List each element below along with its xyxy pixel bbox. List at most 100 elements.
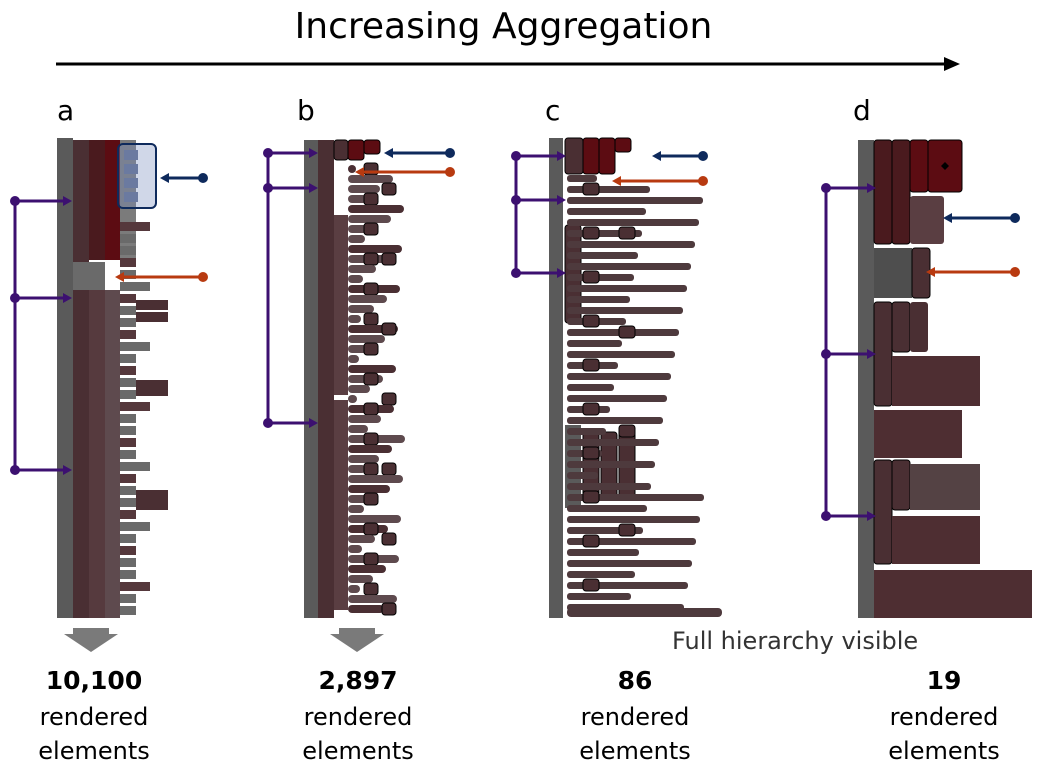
panel-c-leaf xyxy=(567,384,614,391)
panel-c-leaf xyxy=(567,516,700,523)
panel-a-leaf xyxy=(120,594,136,603)
panel-c-leaf xyxy=(567,494,704,501)
panel-c-leaf xyxy=(567,483,651,490)
panel-c-leaf xyxy=(567,472,598,479)
panel-a-leaf xyxy=(120,450,136,459)
panel-a-leaf xyxy=(120,474,136,483)
panel-a-leaf xyxy=(120,498,136,507)
panel-d-navy-pointer-head xyxy=(943,213,952,223)
panel-c-node xyxy=(582,402,600,416)
panel-b-node xyxy=(363,222,379,236)
panel-b-block xyxy=(334,400,348,610)
panel-c-tree xyxy=(549,137,722,618)
panel-c-node xyxy=(618,523,636,537)
panel-b-node xyxy=(381,322,397,336)
panel-b-root-column xyxy=(304,140,318,618)
panel-b-node xyxy=(363,432,379,446)
panel-a-leaf xyxy=(120,306,136,315)
panel-c-block xyxy=(582,137,600,175)
panel-a-leaf xyxy=(136,490,168,500)
panel-b-node xyxy=(363,192,379,206)
panel-c-leaf xyxy=(567,186,650,193)
panel-b-leaf xyxy=(348,215,391,223)
panel-c-block xyxy=(598,137,616,175)
panel-d-block xyxy=(892,516,980,564)
panel-b-node xyxy=(363,282,379,296)
panel-b-leaf xyxy=(348,355,359,363)
panel-b-leaf xyxy=(348,455,379,463)
panel-b-leaf xyxy=(348,535,375,543)
panel-a-leaf xyxy=(120,462,150,471)
panel-b-node xyxy=(363,342,379,356)
figure-title: Increasing Aggregation xyxy=(294,6,713,47)
panel-d-count: 19 xyxy=(926,666,962,695)
panel-b-bracket-head xyxy=(309,148,318,158)
panel-c-node xyxy=(618,226,636,240)
panel-c-leaf xyxy=(567,461,655,468)
panel-c-leaf xyxy=(567,274,634,281)
panel-b-leaf xyxy=(348,275,363,283)
panel-a-selected-leaf xyxy=(124,178,138,188)
panel-c-description: rendered elements xyxy=(579,703,691,765)
panel-b-leaf xyxy=(348,545,362,553)
panel-c-leaf xyxy=(567,417,663,424)
panel-a-block xyxy=(89,262,105,290)
panel-c-block xyxy=(564,137,584,175)
panel-c-bracket-head xyxy=(557,151,566,161)
panel-b-leaf xyxy=(348,415,381,423)
panel-a-leaf xyxy=(120,606,136,615)
panel-c-letter: c xyxy=(545,94,561,127)
panel-a-leaf xyxy=(120,414,136,423)
panel-c-node xyxy=(582,226,600,240)
panel-d-marker xyxy=(941,162,949,170)
panel-d-block xyxy=(910,464,980,510)
panel-b-block xyxy=(347,139,365,161)
panel-c-node xyxy=(582,490,600,504)
panel-a-leaf xyxy=(120,258,136,267)
panel-b-block xyxy=(333,139,349,161)
panel-b-navy-pointer-dot xyxy=(445,148,455,158)
panel-c-node xyxy=(582,534,600,548)
panel-d-block xyxy=(891,301,911,353)
panel-a-block xyxy=(105,140,120,260)
panel-a-leaf xyxy=(120,558,136,567)
panel-d-block xyxy=(911,247,931,299)
panel-b-node xyxy=(363,582,379,596)
panel-d-navy-pointer-dot xyxy=(1010,213,1020,223)
panel-a-leaf xyxy=(120,294,136,303)
panel-b-leaf xyxy=(348,305,374,313)
panel-b-description: rendered elements xyxy=(302,703,414,765)
panel-b-leaf xyxy=(348,485,390,493)
panel-b-leaf xyxy=(348,515,401,523)
panel-c-node xyxy=(582,358,600,372)
panel-d-tree xyxy=(858,139,1032,618)
panel-c-bracket-head xyxy=(557,268,566,278)
panel-b-navy-pointer-head xyxy=(384,148,393,158)
aggregation-axis-arrowhead xyxy=(944,57,960,71)
panel-a-leaf xyxy=(120,342,150,351)
panel-b-leaf xyxy=(348,445,392,453)
panel-d-block xyxy=(873,301,893,407)
panel-a-leaf xyxy=(120,546,136,555)
panel-b-leaf xyxy=(348,295,387,303)
panel-b-bracket-head xyxy=(309,418,318,428)
panel-a-leaf xyxy=(120,426,136,435)
panel-b-letter: b xyxy=(297,94,315,127)
panel-c-node xyxy=(582,270,600,284)
panel-a-level1-column xyxy=(73,140,89,618)
panel-a-block xyxy=(105,290,120,618)
panel-b-block xyxy=(363,139,381,155)
panel-b-node xyxy=(363,552,379,566)
panel-a-navy-pointer-dot xyxy=(198,173,208,183)
panel-a-count: 10,100 xyxy=(45,666,143,695)
panel-c-leaf xyxy=(567,285,687,292)
panel-c-leaf xyxy=(567,197,703,204)
panel-c-leaf xyxy=(567,608,722,617)
panel-c-leaf xyxy=(567,428,606,435)
panel-d-block xyxy=(873,459,893,565)
panel-a-leaf xyxy=(120,234,136,243)
panel-b-leaf xyxy=(348,205,404,213)
panel-b-leaf xyxy=(348,185,380,193)
panel-c-leaf xyxy=(567,263,691,270)
